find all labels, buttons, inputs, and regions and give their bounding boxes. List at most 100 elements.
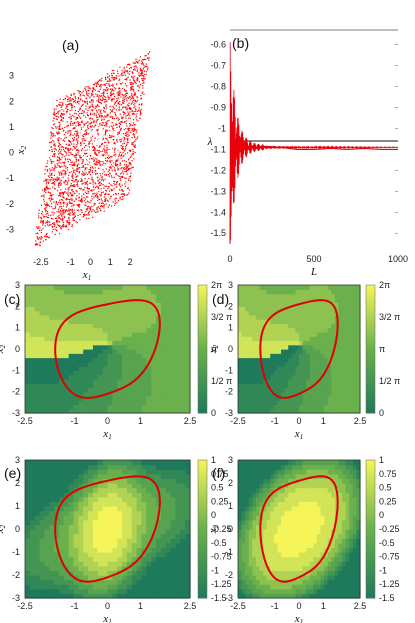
attractor-point	[116, 99, 118, 102]
x-tick-label: 1	[321, 416, 326, 426]
contour-cell	[54, 374, 60, 380]
lyapunov-series-line	[229, 94, 398, 244]
attractor-point	[100, 113, 102, 115]
contour-cell	[146, 331, 152, 337]
contour-cell	[352, 302, 358, 307]
contour-cell	[313, 366, 318, 371]
contour-cell	[156, 285, 162, 290]
attractor-point	[128, 105, 130, 107]
contour-cell	[117, 297, 123, 303]
attractor-point	[60, 159, 62, 161]
contour-cell	[175, 306, 181, 312]
attractor-point	[93, 87, 95, 90]
contour-cell	[136, 370, 143, 376]
contour-cell	[320, 336, 325, 342]
contour-cell	[241, 361, 246, 367]
attractor-point	[77, 117, 79, 119]
attractor-point	[62, 153, 64, 156]
attractor-point	[141, 79, 144, 81]
contour-cell	[185, 408, 191, 414]
contour-cell	[255, 327, 261, 333]
contour-cell	[141, 404, 147, 410]
attractor-point	[80, 127, 82, 129]
attractor-point	[44, 208, 46, 210]
attractor-point	[105, 132, 107, 135]
attractor-point	[58, 177, 60, 179]
contour-cell	[245, 344, 250, 350]
contour-cell	[270, 387, 275, 393]
contour-cell	[34, 501, 41, 507]
attractor-point	[65, 143, 68, 145]
attractor-point	[97, 196, 99, 198]
contour-cell	[34, 519, 41, 525]
contour-cell	[126, 344, 133, 350]
contour-cell	[313, 391, 318, 397]
contour-cell	[34, 366, 41, 371]
attractor-point	[114, 169, 116, 171]
attractor-point	[85, 208, 88, 210]
contour-cell	[117, 374, 123, 380]
attractor-point	[129, 123, 131, 125]
attractor-point	[114, 184, 116, 186]
contour-cell	[313, 289, 318, 295]
attractor-point	[65, 167, 67, 169]
contour-cell	[49, 483, 55, 489]
contour-cell	[136, 344, 143, 350]
attractor-point	[121, 82, 123, 84]
attractor-point	[98, 150, 100, 152]
attractor-point	[101, 99, 103, 102]
contour-cell	[356, 366, 361, 371]
contour-cell	[320, 370, 325, 376]
attractor-point	[130, 67, 132, 69]
attractor-point	[65, 206, 68, 208]
contour-cell	[54, 378, 60, 384]
attractor-point	[40, 232, 42, 234]
contour-cell	[345, 383, 350, 388]
attractor-point	[82, 155, 84, 157]
attractor-point	[109, 136, 111, 139]
contour-cell	[44, 323, 50, 329]
attractor-point	[98, 160, 101, 162]
attractor-point	[84, 183, 87, 185]
contour-cell	[316, 370, 322, 376]
attractor-point	[133, 94, 135, 96]
attractor-point	[79, 154, 81, 157]
contour-cell	[44, 533, 50, 539]
contour-cell	[39, 289, 46, 295]
y-tick-label: -1.1	[210, 144, 226, 154]
attractor-point	[105, 129, 107, 131]
attractor-point	[60, 228, 62, 230]
contour-cell	[331, 323, 336, 329]
contour-cell	[255, 361, 261, 367]
attractor-point	[132, 78, 134, 80]
contour-cell	[263, 336, 268, 342]
attractor-point	[80, 129, 83, 131]
contour-cell	[29, 492, 36, 498]
attractor-point	[124, 90, 126, 92]
attractor-point	[132, 122, 135, 124]
x-tick-label: 0	[88, 257, 93, 267]
attractor-point	[38, 237, 41, 239]
attractor-point	[101, 204, 103, 207]
attractor-point	[72, 98, 74, 101]
contour-cell	[334, 293, 340, 299]
attractor-point	[36, 226, 38, 228]
attractor-point	[123, 154, 125, 157]
contour-cell	[83, 370, 89, 376]
contour-cell	[63, 556, 70, 562]
attractor-point	[122, 102, 124, 105]
contour-cell	[334, 378, 340, 384]
contour-cell	[291, 297, 297, 303]
attractor-point	[109, 97, 111, 99]
contour-cell	[248, 319, 253, 324]
attractor-point	[41, 236, 43, 239]
attractor-point	[81, 150, 83, 152]
contour-cell	[291, 400, 297, 406]
contour-cell	[245, 331, 250, 337]
attractor-point	[124, 177, 126, 179]
contour-cell	[259, 391, 264, 397]
attractor-point	[59, 132, 61, 134]
colorbar-cell	[366, 301, 375, 305]
contour-cell	[277, 404, 282, 410]
attractor-point	[135, 65, 137, 67]
